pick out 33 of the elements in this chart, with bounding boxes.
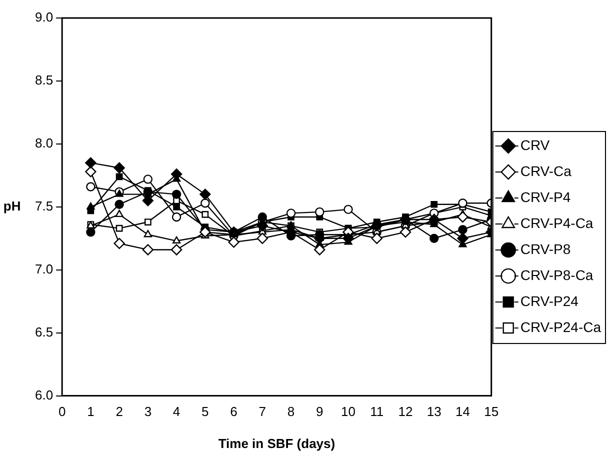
y-tick-label: 7.0: [34, 261, 54, 276]
y-tick-label: 8.0: [34, 136, 54, 151]
legend-label: CRV-P8-Ca: [520, 266, 594, 283]
y-tick-label: 6.5: [34, 324, 54, 340]
legend-label: CRV-P24-Ca: [520, 318, 602, 335]
x-tick-label: 0: [58, 404, 66, 420]
x-axis-title: Time in SBF (days): [218, 436, 336, 451]
legend-label: CRV-P4-Ca: [520, 214, 594, 231]
x-tick-label: 14: [455, 404, 470, 420]
legend-label: CRV-Ca: [520, 162, 572, 179]
legend-label: CRV-P24: [520, 292, 579, 309]
y-tick-label: 8.5: [34, 72, 54, 88]
y-tick-label: 9.0: [34, 10, 54, 25]
x-tick-label: 13: [426, 404, 442, 420]
x-tick-label: 8: [287, 404, 295, 420]
x-tick-label: 6: [230, 404, 238, 420]
y-tick-label: 7.5: [34, 198, 54, 214]
x-tick-label: 15: [484, 404, 499, 420]
x-tick-label: 7: [258, 404, 266, 420]
x-tick-label: 12: [398, 404, 413, 420]
legend-label: CRV-P8: [520, 240, 571, 257]
y-tick-label: 6.0: [34, 387, 54, 402]
x-tick-label: 2: [116, 404, 123, 420]
y-axis-title: pH: [3, 198, 21, 214]
legend-label: CRV-P4: [520, 188, 571, 205]
x-tick-label: 4: [172, 404, 180, 420]
legend-label: CRV: [520, 136, 550, 153]
x-tick-label: 5: [202, 404, 209, 420]
x-tick-label: 11: [370, 404, 384, 420]
x-tick-label: 10: [341, 404, 356, 420]
x-tick-label: 9: [316, 404, 324, 420]
x-tick-label: 3: [144, 404, 152, 420]
x-tick-label: 1: [87, 404, 94, 420]
